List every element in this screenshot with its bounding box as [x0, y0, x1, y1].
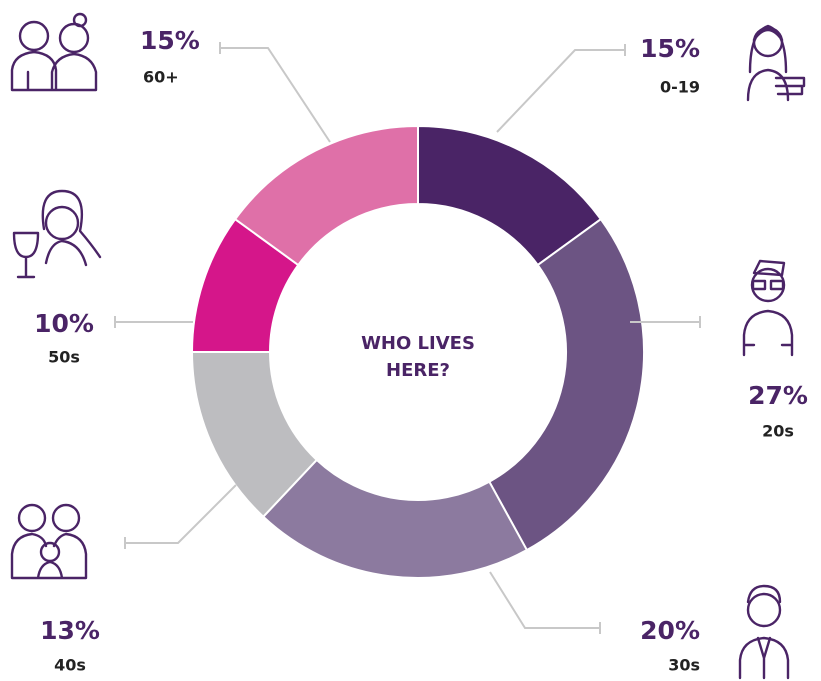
icon-wine-woman [14, 191, 100, 277]
icon-couple [12, 14, 96, 90]
donut-slice [263, 460, 527, 578]
leader-line [125, 485, 236, 543]
category-label: 30s [668, 656, 700, 675]
value-label: 15% [640, 34, 700, 63]
leader-line [220, 48, 330, 142]
category-label: 20s [762, 422, 794, 441]
leader-line [497, 50, 625, 132]
value-label: 20% [640, 616, 700, 645]
category-label: 60+ [143, 68, 179, 87]
value-label: 27% [748, 381, 808, 410]
value-label: 15% [140, 26, 200, 55]
infographic: 15% 0-19 27% 20s 20% 30s 13% 40s 10% 50s 15% 60+ WH… [0, 0, 821, 681]
category-label: 40s [54, 656, 86, 675]
icon-adult [740, 586, 788, 678]
category-label: 0-19 [660, 78, 700, 97]
icon-young [744, 261, 792, 355]
category-label: 50s [48, 348, 80, 367]
icon-teen [748, 26, 804, 100]
value-label: 13% [40, 616, 100, 645]
icon-family [12, 505, 86, 578]
donut-slice [489, 219, 644, 550]
leader-line [490, 572, 600, 628]
center-label: WHO LIVES HERE? [338, 330, 498, 384]
value-label: 10% [34, 309, 94, 338]
